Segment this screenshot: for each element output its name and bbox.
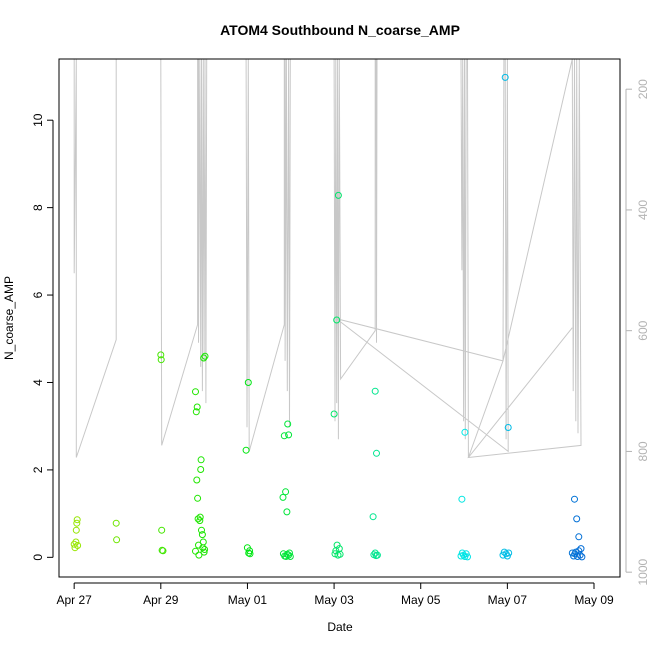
x-tick-label: May 03 <box>314 593 354 607</box>
data-point <box>578 553 586 561</box>
y-axis: 0 2 4 6 8 10 <box>31 113 54 561</box>
data-point <box>369 513 377 521</box>
x-axis: Apr 27 Apr 29 May 01 May 03 May 05 May 07 May … <box>56 582 614 607</box>
data-point <box>577 545 585 553</box>
data-point <box>242 446 250 454</box>
data-point <box>196 513 204 521</box>
data-point <box>373 449 380 457</box>
data-point <box>113 536 121 544</box>
data-point <box>157 356 165 364</box>
trace-lines <box>73 58 582 459</box>
data-point <box>73 519 81 527</box>
y-axis-label: N_coarse_AMP <box>2 276 16 360</box>
data-point <box>246 547 254 555</box>
data-point <box>193 403 201 411</box>
data-point <box>576 551 584 559</box>
data-point <box>192 408 200 416</box>
data-point <box>197 456 205 464</box>
y-tick-label: 6 <box>31 291 45 298</box>
x-axis-label: Date <box>327 620 353 634</box>
right-tick-label: 400 <box>636 200 650 220</box>
data-point <box>286 549 293 557</box>
data-point <box>200 548 208 556</box>
data-point <box>284 420 292 428</box>
data-point <box>112 519 120 527</box>
data-point <box>201 546 209 553</box>
x-tick-label: May 09 <box>574 593 614 607</box>
data-point <box>74 542 82 549</box>
data-point <box>196 517 204 525</box>
data-point <box>464 553 471 561</box>
x-tick-label: May 07 <box>488 593 528 607</box>
y-tick-label: 4 <box>31 379 45 386</box>
chart-title: ATOM4 Southbound N_coarse_AMP <box>220 22 460 38</box>
data-point <box>336 550 344 558</box>
data-point <box>197 466 205 473</box>
trace-line <box>73 58 582 459</box>
data-point <box>286 553 294 560</box>
data-point <box>504 424 512 431</box>
data-point <box>282 488 290 496</box>
right-tick-label: 800 <box>636 441 650 461</box>
right-tick-label: 200 <box>636 79 650 99</box>
y-tick-label: 10 <box>31 113 45 127</box>
data-point <box>575 533 583 541</box>
data-point <box>193 476 201 484</box>
data-point <box>244 379 252 386</box>
data-point <box>194 494 202 502</box>
data-point <box>198 526 205 534</box>
data-point <box>246 550 254 558</box>
data-point <box>330 410 338 418</box>
data-point <box>199 538 207 546</box>
data-point <box>279 493 287 501</box>
data-point <box>461 428 469 436</box>
data-point <box>72 538 80 546</box>
data-point <box>575 547 583 555</box>
plot-frame <box>58 58 621 578</box>
right-tick-label: 600 <box>636 320 650 340</box>
data-point <box>333 316 341 324</box>
x-tick-label: Apr 29 <box>143 593 179 607</box>
data-point <box>201 352 209 360</box>
x-tick-label: May 01 <box>228 593 268 607</box>
data-point <box>73 516 81 524</box>
data-point <box>280 432 288 440</box>
y-tick-label: 0 <box>31 554 45 561</box>
data-points <box>70 73 586 561</box>
data-point <box>505 549 513 557</box>
data-point <box>334 191 342 199</box>
y-axis-right: 200 400 600 800 1000 <box>625 79 650 586</box>
data-point <box>373 551 381 559</box>
data-point <box>462 550 470 558</box>
data-point <box>371 387 379 395</box>
data-point <box>200 354 208 362</box>
data-point <box>333 541 341 549</box>
data-point <box>501 73 509 81</box>
data-point <box>70 540 78 548</box>
data-point <box>192 388 199 396</box>
data-point <box>194 515 202 523</box>
data-point <box>192 547 199 555</box>
y-tick-label: 8 <box>31 204 45 211</box>
right-tick-label: 1000 <box>636 559 650 586</box>
data-point <box>285 431 293 439</box>
data-point <box>198 531 206 539</box>
data-point <box>573 515 581 523</box>
data-point <box>195 551 203 559</box>
data-point <box>283 508 291 516</box>
data-point <box>571 495 578 503</box>
x-tick-label: Apr 27 <box>56 593 92 607</box>
data-point <box>158 526 166 534</box>
x-tick-label: May 05 <box>401 593 441 607</box>
y-tick-label: 2 <box>31 466 45 473</box>
data-point <box>458 495 466 503</box>
data-point <box>72 526 80 534</box>
data-point <box>157 351 165 359</box>
data-point <box>159 547 167 555</box>
